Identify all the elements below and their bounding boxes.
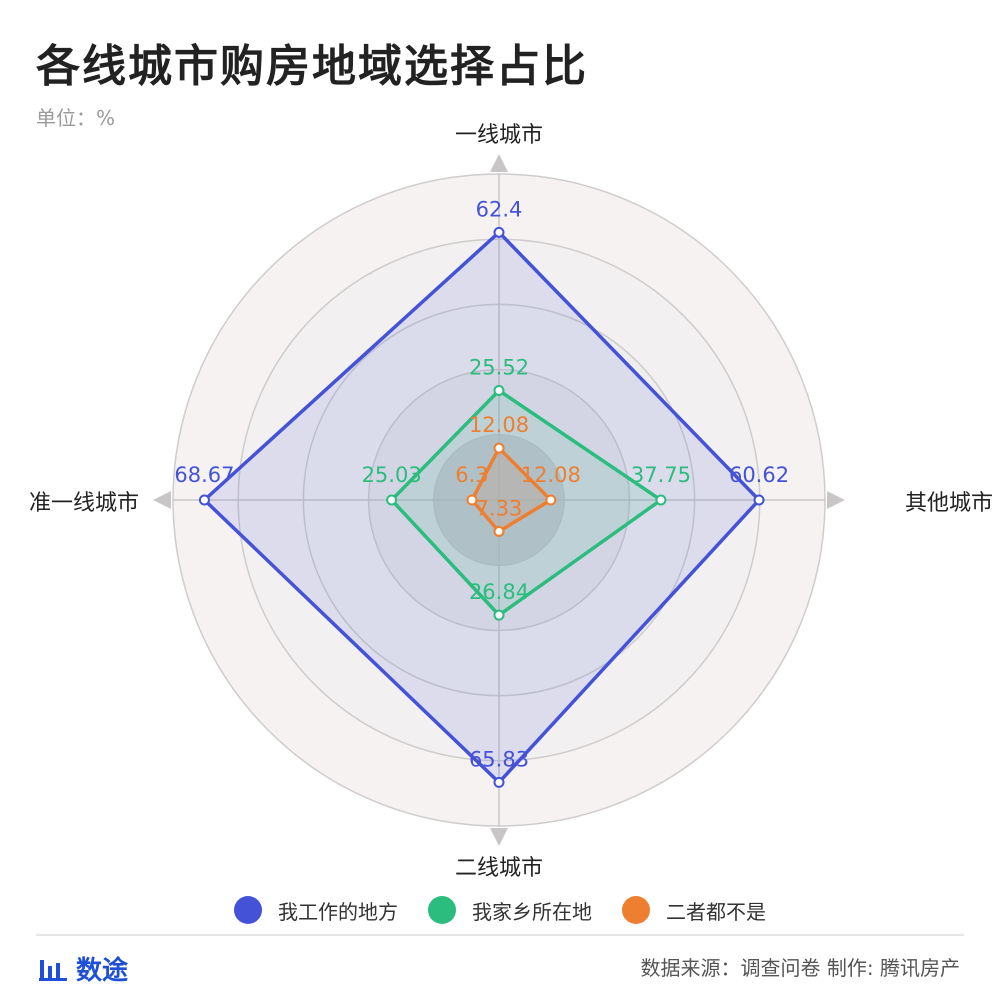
legend-swatch-work <box>234 896 262 924</box>
data-label: 25.03 <box>362 463 422 487</box>
legend-swatch-neither <box>622 896 650 924</box>
axis-label: 二线城市 <box>455 856 543 881</box>
data-label: 7.33 <box>476 496 523 520</box>
data-label: 25.52 <box>469 356 529 380</box>
legend-swatch-hometown <box>428 896 456 924</box>
data-point[interactable] <box>493 385 505 397</box>
data-point[interactable] <box>198 494 210 506</box>
data-point[interactable] <box>466 494 478 506</box>
data-point[interactable] <box>493 226 505 238</box>
legend-label-work: 我工作的地方 <box>278 899 398 924</box>
data-label: 26.84 <box>469 580 529 604</box>
data-point[interactable] <box>493 609 505 621</box>
data-point[interactable] <box>545 494 557 506</box>
axis-arrow <box>153 491 171 509</box>
data-label: 62.4 <box>476 197 523 221</box>
data-label: 6.3 <box>455 463 488 487</box>
footer-divider <box>36 934 964 936</box>
legend-label-hometown: 我家乡所在地 <box>472 899 592 924</box>
axis-label: 其他城市 <box>905 491 993 516</box>
brand-name: 数途 <box>76 956 129 986</box>
legend: 我工作的地方 我家乡所在地 二者都不是 <box>0 890 1000 930</box>
data-point[interactable] <box>655 494 667 506</box>
data-label: 65.83 <box>469 747 529 771</box>
data-point[interactable] <box>493 525 505 537</box>
data-source: 数据来源：调查问卷 制作: 腾讯房产 <box>640 956 960 980</box>
legend-item-work[interactable]: 我工作的地方 <box>234 896 398 925</box>
legend-label-neither: 二者都不是 <box>666 899 766 924</box>
data-label: 68.67 <box>174 463 234 487</box>
data-label: 60.62 <box>729 463 789 487</box>
data-label: 37.75 <box>631 463 691 487</box>
chart-title: 各线城市购房地域选择占比 <box>36 41 588 92</box>
legend-item-neither[interactable]: 二者都不是 <box>622 896 766 925</box>
axis-arrow <box>827 491 845 509</box>
axis-label: 一线城市 <box>455 123 543 148</box>
axis-label: 准一线城市 <box>29 491 139 516</box>
data-point[interactable] <box>753 494 765 506</box>
data-point[interactable] <box>493 776 505 788</box>
unit-label: 单位：% <box>36 106 116 130</box>
data-point[interactable] <box>386 494 398 506</box>
data-point[interactable] <box>493 442 505 454</box>
axis-arrow <box>490 154 508 172</box>
axis-arrow <box>490 828 508 846</box>
bar-chart-icon <box>39 959 67 981</box>
legend-item-hometown[interactable]: 我家乡所在地 <box>428 896 592 925</box>
brand-logo: 数途 <box>38 950 128 987</box>
data-label: 12.08 <box>521 463 581 487</box>
data-label: 12.08 <box>469 413 529 437</box>
